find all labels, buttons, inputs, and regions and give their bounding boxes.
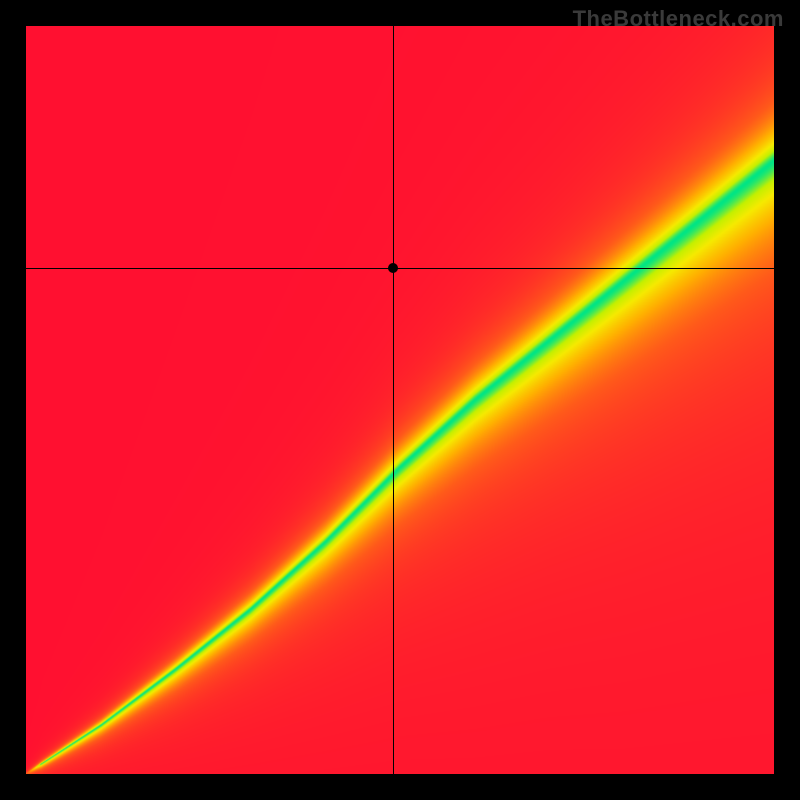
heatmap-canvas xyxy=(26,26,774,774)
crosshair-vertical xyxy=(393,26,394,774)
crosshair-horizontal xyxy=(26,268,774,269)
watermark-text: TheBottleneck.com xyxy=(573,6,784,32)
crosshair-marker xyxy=(388,263,398,273)
heatmap-chart xyxy=(26,26,774,774)
